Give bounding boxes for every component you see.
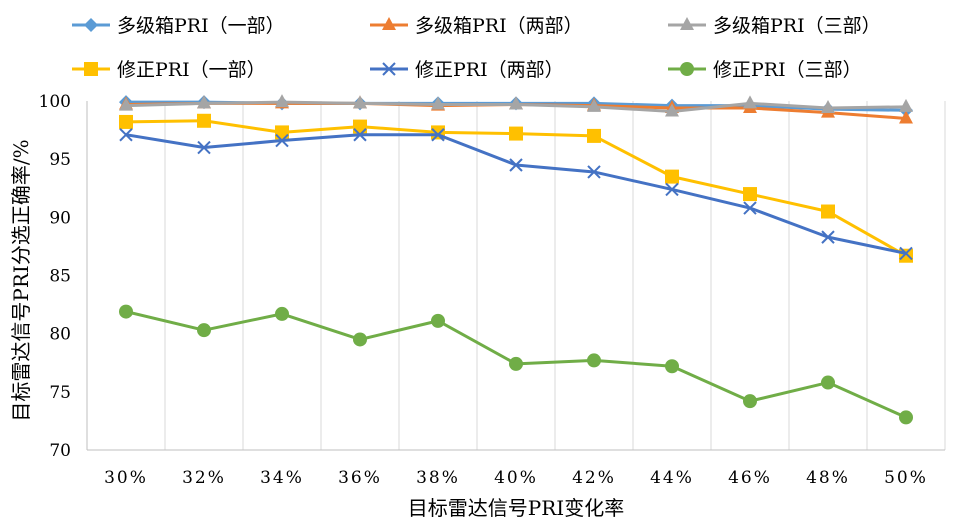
x-tick-label: 40% [494,468,538,488]
data-point [197,140,211,155]
data-point [119,128,133,142]
data-point [197,323,211,338]
data-point [899,410,913,425]
series-4 [119,113,913,263]
data-point [899,246,913,261]
data-point [821,230,835,244]
data-point [509,126,523,141]
data-point [587,98,601,112]
legend-label: 多级箱PRI（一部） [117,15,285,37]
data-point [665,103,679,117]
data-point [275,125,289,140]
data-point [680,62,694,76]
y-tick-label: 100 [39,92,71,112]
data-point [275,94,289,108]
data-point [821,99,835,113]
legend-item: 修正PRI（一部） [72,59,266,81]
legend-item: 多级箱PRI（三部） [668,15,881,37]
x-tick-label: 44% [650,468,694,488]
legend-label: 修正PRI（两部） [415,59,564,81]
data-point [353,332,367,347]
data-point [119,114,133,129]
data-point [587,353,601,368]
y-axis-title: 目标雷达信号PRI分选正确率/% [9,139,33,421]
legend-item: 多级箱PRI（一部） [72,15,285,37]
x-tick-label: 34% [260,468,304,488]
data-point [382,62,396,76]
data-point [431,128,445,142]
data-point [743,95,757,109]
data-point [509,96,523,110]
data-point [743,201,757,215]
x-tick-label: 32% [182,468,226,488]
legend-label: 多级箱PRI（三部） [713,15,881,37]
x-tick-label: 50% [884,468,928,488]
data-point [743,187,757,202]
data-point [119,97,133,111]
data-point [680,17,694,30]
y-tick-label: 75 [49,383,71,403]
data-point [587,165,601,179]
x-tick-label: 46% [728,468,772,488]
data-point [587,128,601,143]
data-point [899,98,913,112]
data-point [899,110,913,124]
x-tick-label: 42% [572,468,616,488]
series-6 [119,304,913,425]
x-tick-labels: 30% 32% 34% 36% 38% 40% 42% 44% 46% 48% 50% [104,468,928,488]
x-tick-label: 38% [416,468,460,488]
x-tick-label: 30% [104,468,148,488]
x-tick-label: 48% [806,468,850,488]
legend-item: 修正PRI（三部） [668,59,862,81]
data-point [509,356,523,371]
y-tick-label: 90 [49,208,71,228]
y-tick-label: 80 [49,325,71,345]
legend-item: 多级箱PRI（两部） [370,15,583,37]
data-point [275,133,289,148]
data-point [197,95,211,109]
y-tick-label: 70 [49,441,71,461]
series-5 [119,128,913,261]
data-point [509,158,523,172]
data-point [665,169,679,184]
legend-label: 多级箱PRI（两部） [415,15,583,37]
data-point [84,62,98,76]
data-point [743,394,757,409]
data-point [821,204,835,219]
legend-label: 修正PRI（一部） [117,59,266,81]
data-point [665,182,679,197]
x-tick-label: 36% [338,468,382,488]
data-point [821,375,835,390]
grid-lines [164,101,946,450]
data-point [275,306,289,321]
legend: 多级箱PRI（一部） 多级箱PRI（两部） 多级箱PRI（三部） 修正PRI（一部） 修… [72,15,881,81]
legend-label: 修正PRI（三部） [713,59,862,81]
data-point [382,17,396,30]
data-point [84,18,98,32]
y-tick-label: 85 [49,267,71,287]
data-point [353,119,367,134]
series-lines [119,94,913,425]
series-3 [119,94,913,117]
data-point [665,359,679,374]
data-point [353,128,367,142]
y-tick-labels: 70 75 80 85 90 95 100 [39,92,71,461]
data-point [119,304,133,319]
legend-item: 修正PRI（两部） [370,59,564,81]
y-tick-label: 95 [49,150,71,170]
x-axis-title: 目标雷达信号PRI变化率 [408,496,624,520]
axes [86,101,945,451]
data-point [431,96,445,110]
data-point [899,248,913,263]
data-point [197,113,211,128]
data-point [431,313,445,328]
data-point [353,95,367,109]
